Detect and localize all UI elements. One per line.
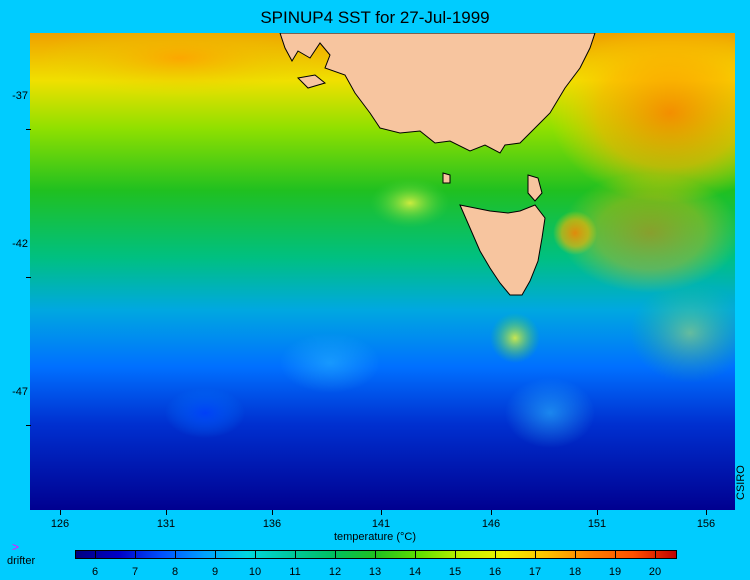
x-tick-label: 156 [696, 518, 716, 530]
colorbar-tick [215, 550, 216, 559]
warm-eddy [553, 211, 597, 255]
warm-water-east-south [560, 173, 735, 293]
colorbar-title: temperature (°C) [333, 531, 417, 543]
colorbar-tick-label: 7 [131, 566, 139, 578]
colorbar-tick [95, 550, 96, 559]
x-tick [491, 510, 492, 515]
colorbar-tick [655, 550, 656, 559]
colorbar-tick-label: 18 [568, 566, 582, 578]
colorbar-tick-label: 12 [328, 566, 342, 578]
y-tick [26, 277, 31, 278]
eddy-bass-west [370, 178, 450, 228]
colorbar-tick [135, 550, 136, 559]
warm-water-west [40, 33, 320, 98]
colorbar-tick-label: 11 [289, 566, 301, 578]
colorbar-tick-label: 19 [608, 566, 622, 578]
eddy-southwest [165, 388, 245, 438]
king-island [442, 172, 451, 184]
eddy-south-tasmania [490, 313, 540, 363]
flinders-island [527, 174, 543, 202]
credit-label: CSIRO [735, 465, 747, 500]
x-tick [706, 510, 707, 515]
y-tick-label: -42 [12, 238, 28, 250]
eddy-east [630, 283, 735, 383]
y-tick-label: -37 [12, 90, 28, 102]
colorbar-tick [175, 550, 176, 559]
x-tick-label: 151 [587, 518, 607, 530]
warm-water-east [550, 33, 735, 203]
colorbar-tick-label: 20 [648, 566, 662, 578]
australia-mainland [279, 33, 596, 154]
colorbar-tick-label: 8 [171, 566, 179, 578]
x-tick [272, 510, 273, 515]
colorbar-tick-label: 16 [488, 566, 502, 578]
drifter-arrow-icon: > [12, 540, 20, 554]
x-tick [597, 510, 598, 515]
map-title: SPINUP4 SST for 27-Jul-1999 [260, 8, 490, 27]
x-tick-label: 131 [156, 518, 176, 530]
colorbar-tick [415, 550, 416, 559]
y-tick-label: -47 [12, 386, 28, 398]
eddy-southeast [505, 378, 595, 448]
colorbar-tick-label: 9 [211, 566, 219, 578]
colorbar-tick [335, 550, 336, 559]
colorbar-tick [575, 550, 576, 559]
y-tick [26, 129, 31, 130]
colorbar-tick [495, 550, 496, 559]
colorbar-tick-label: 10 [248, 566, 262, 578]
sst-map [30, 33, 735, 510]
sst-map-svg [30, 33, 735, 510]
x-tick-label: 136 [262, 518, 282, 530]
x-tick-label: 126 [50, 518, 70, 530]
eddy-south-central [280, 333, 380, 393]
colorbar-tick [295, 550, 296, 559]
x-tick [166, 510, 167, 515]
colorbar-tick [455, 550, 456, 559]
colorbar-tick-label: 17 [528, 566, 542, 578]
x-tick [381, 510, 382, 515]
tasmania [459, 204, 546, 296]
colorbar-tick-label: 15 [448, 566, 462, 578]
x-tick-label: 146 [481, 518, 501, 530]
colorbar [75, 550, 677, 559]
colorbar-tick-label: 6 [91, 566, 99, 578]
kangaroo-island [296, 74, 327, 89]
drifter-legend-label: drifter [7, 555, 36, 567]
colorbar-tick [535, 550, 536, 559]
x-tick-label: 141 [371, 518, 391, 530]
x-tick [60, 510, 61, 515]
colorbar-tick-label: 13 [368, 566, 382, 578]
colorbar-tick [255, 550, 256, 559]
colorbar-tick [375, 550, 376, 559]
y-tick [26, 425, 31, 426]
colorbar-tick-label: 14 [408, 566, 422, 578]
colorbar-tick [615, 550, 616, 559]
